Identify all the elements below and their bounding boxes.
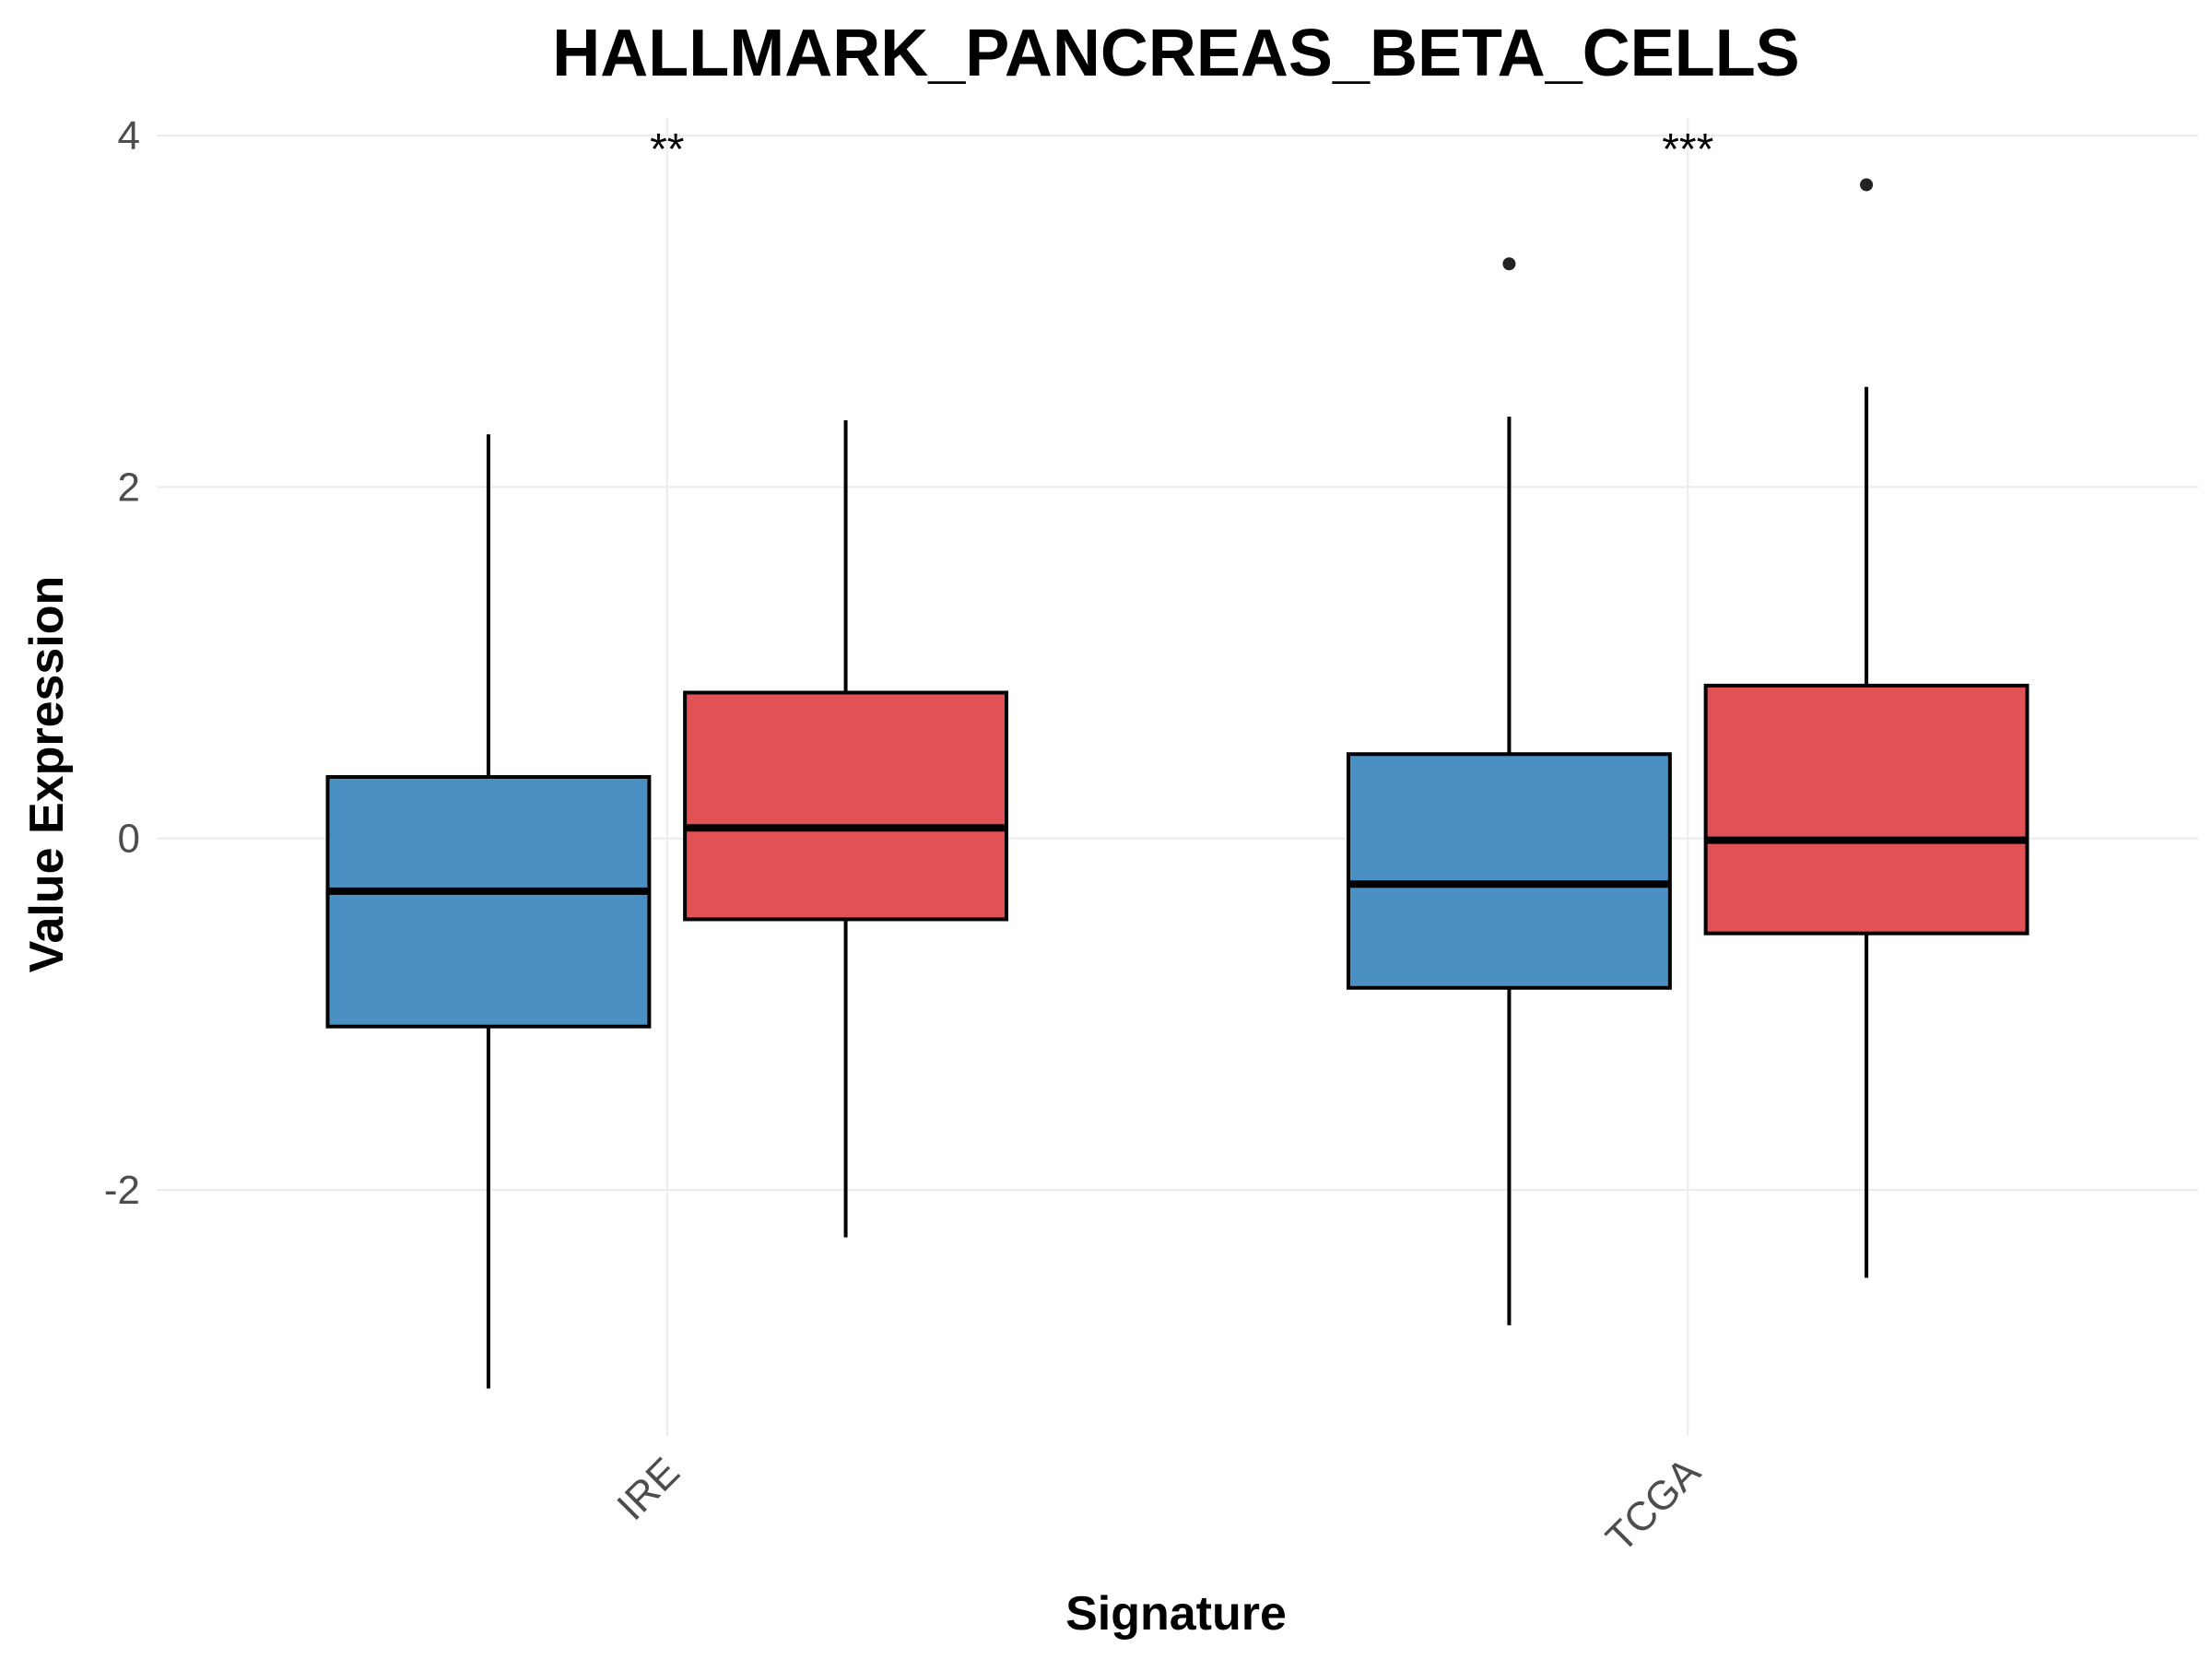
x-axis-ticks: IRE TCGA	[608, 1449, 1709, 1561]
significance-labels: ** ***	[650, 125, 1713, 174]
x-axis-label: Signature	[1065, 1587, 1287, 1641]
boxes	[325, 178, 2030, 1389]
box-ire-1	[325, 434, 652, 1389]
box-tcga-1	[1347, 257, 1672, 1325]
y-tick-label: -2	[104, 1168, 140, 1213]
outlier-point	[1502, 257, 1516, 271]
significance-label-ire: **	[650, 125, 684, 174]
y-tick-label: 0	[118, 817, 140, 862]
y-tick-label: 2	[118, 465, 140, 510]
interquartile-box	[1703, 683, 2030, 935]
box-ire-2	[683, 419, 1008, 1238]
box-tcga-2	[1703, 178, 2030, 1278]
interquartile-box	[325, 775, 652, 1029]
y-axis-ticks: -2 0 2 4	[104, 113, 140, 1213]
x-tick-label-ire: IRE	[608, 1449, 688, 1529]
outlier-point	[1860, 178, 1874, 192]
chart-title: HALLMARK_PANCREAS_BETA_CELLS	[552, 17, 1799, 90]
interquartile-box	[1347, 752, 1672, 990]
y-tick-label: 4	[118, 113, 140, 159]
significance-label-tcga: ***	[1662, 125, 1713, 174]
y-axis-label: Value Expression	[20, 576, 74, 973]
x-tick-label-tcga: TCGA	[1597, 1449, 1710, 1561]
interquartile-box	[683, 690, 1008, 922]
